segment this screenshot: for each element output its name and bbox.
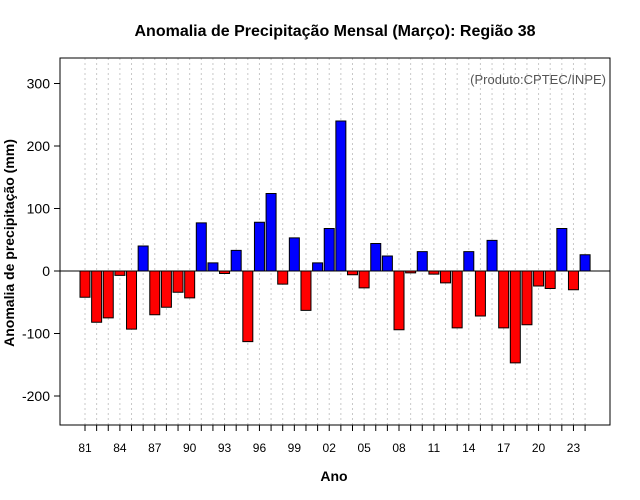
y-tick-label: 100: [27, 201, 51, 217]
grid: [84, 58, 586, 425]
x-tick-label: 96: [253, 441, 267, 455]
bar-1998: [277, 270, 289, 285]
bar-2014: [463, 251, 475, 272]
x-tick-label: 23: [567, 441, 581, 455]
x-tick-label: 93: [218, 441, 232, 455]
x-tick-label: 81: [78, 441, 92, 455]
bar-1984: [114, 270, 126, 276]
bar-1995: [242, 270, 254, 343]
bar-2020: [533, 270, 545, 287]
bar-1982: [91, 270, 103, 323]
bar-1994: [230, 249, 242, 272]
bar-1993: [219, 270, 231, 274]
bar-2024: [579, 254, 591, 272]
bar-1986: [137, 245, 149, 272]
bar-1999: [288, 237, 300, 272]
y-tick-label: 300: [27, 76, 51, 92]
x-axis: 81 84 87 90 93 96 99 02 05 08 11 14 17 20 23: [78, 425, 586, 455]
bar-1992: [207, 262, 219, 272]
x-tick-label: 84: [113, 441, 127, 455]
x-tick-label: 90: [183, 441, 197, 455]
bar-1985: [126, 270, 138, 330]
y-tick-label: 0: [42, 263, 50, 279]
x-tick-label: 02: [323, 441, 337, 455]
bar-2018: [509, 270, 521, 364]
bar-2013: [451, 270, 463, 329]
x-tick-label: 99: [288, 441, 302, 455]
bars: [79, 120, 591, 364]
bar-2003: [335, 120, 347, 272]
bar-2012: [440, 270, 452, 284]
bar-1983: [102, 270, 114, 319]
y-tick-label: -200: [22, 388, 50, 404]
y-tick-label: 200: [27, 138, 51, 154]
bar-2015: [474, 270, 486, 317]
bar-1988: [160, 270, 172, 308]
bar-2016: [486, 239, 498, 272]
bar-2004: [346, 270, 358, 276]
x-tick-label: 20: [532, 441, 546, 455]
bar-2023: [567, 270, 579, 291]
x-tick-label: 08: [392, 441, 406, 455]
bar-2000: [300, 270, 312, 311]
x-tick-label: 17: [497, 441, 511, 455]
x-tick-label: 14: [462, 441, 476, 455]
chart-title: Anomalia de Precipitação Mensal (Março):…: [134, 23, 535, 40]
bar-2009: [405, 270, 417, 274]
bar-1997: [265, 193, 277, 272]
bar-2007: [381, 255, 393, 272]
bar-2001: [312, 262, 324, 272]
y-tick-label: -100: [22, 326, 50, 342]
x-tick-label: 11: [428, 441, 441, 455]
y-axis-title: Anomalia de precipitação (mm): [1, 139, 17, 347]
credit-label: (Produto:CPTEC/INPE): [470, 72, 606, 87]
bar-2021: [544, 270, 556, 289]
bar-2017: [498, 270, 510, 329]
x-tick-label: 87: [148, 441, 162, 455]
bar-2002: [323, 228, 335, 272]
bar-1989: [172, 270, 184, 293]
y-axis: -200 -100 0 100 200 300: [22, 76, 60, 404]
bar-2011: [428, 270, 440, 275]
bar-1991: [195, 222, 207, 272]
bar-2008: [393, 270, 405, 331]
bar-1987: [149, 270, 161, 316]
bar-1990: [184, 270, 196, 299]
bar-1996: [253, 221, 265, 272]
plot-frame: [59, 57, 611, 426]
bar-2005: [358, 270, 370, 289]
bar-2019: [521, 270, 533, 326]
x-tick-label: 05: [357, 441, 371, 455]
bar-2006: [370, 243, 382, 272]
bar-1981: [79, 270, 91, 298]
bar-2022: [556, 228, 568, 272]
bar-2010: [416, 251, 428, 272]
x-axis-title: Ano: [320, 468, 347, 484]
